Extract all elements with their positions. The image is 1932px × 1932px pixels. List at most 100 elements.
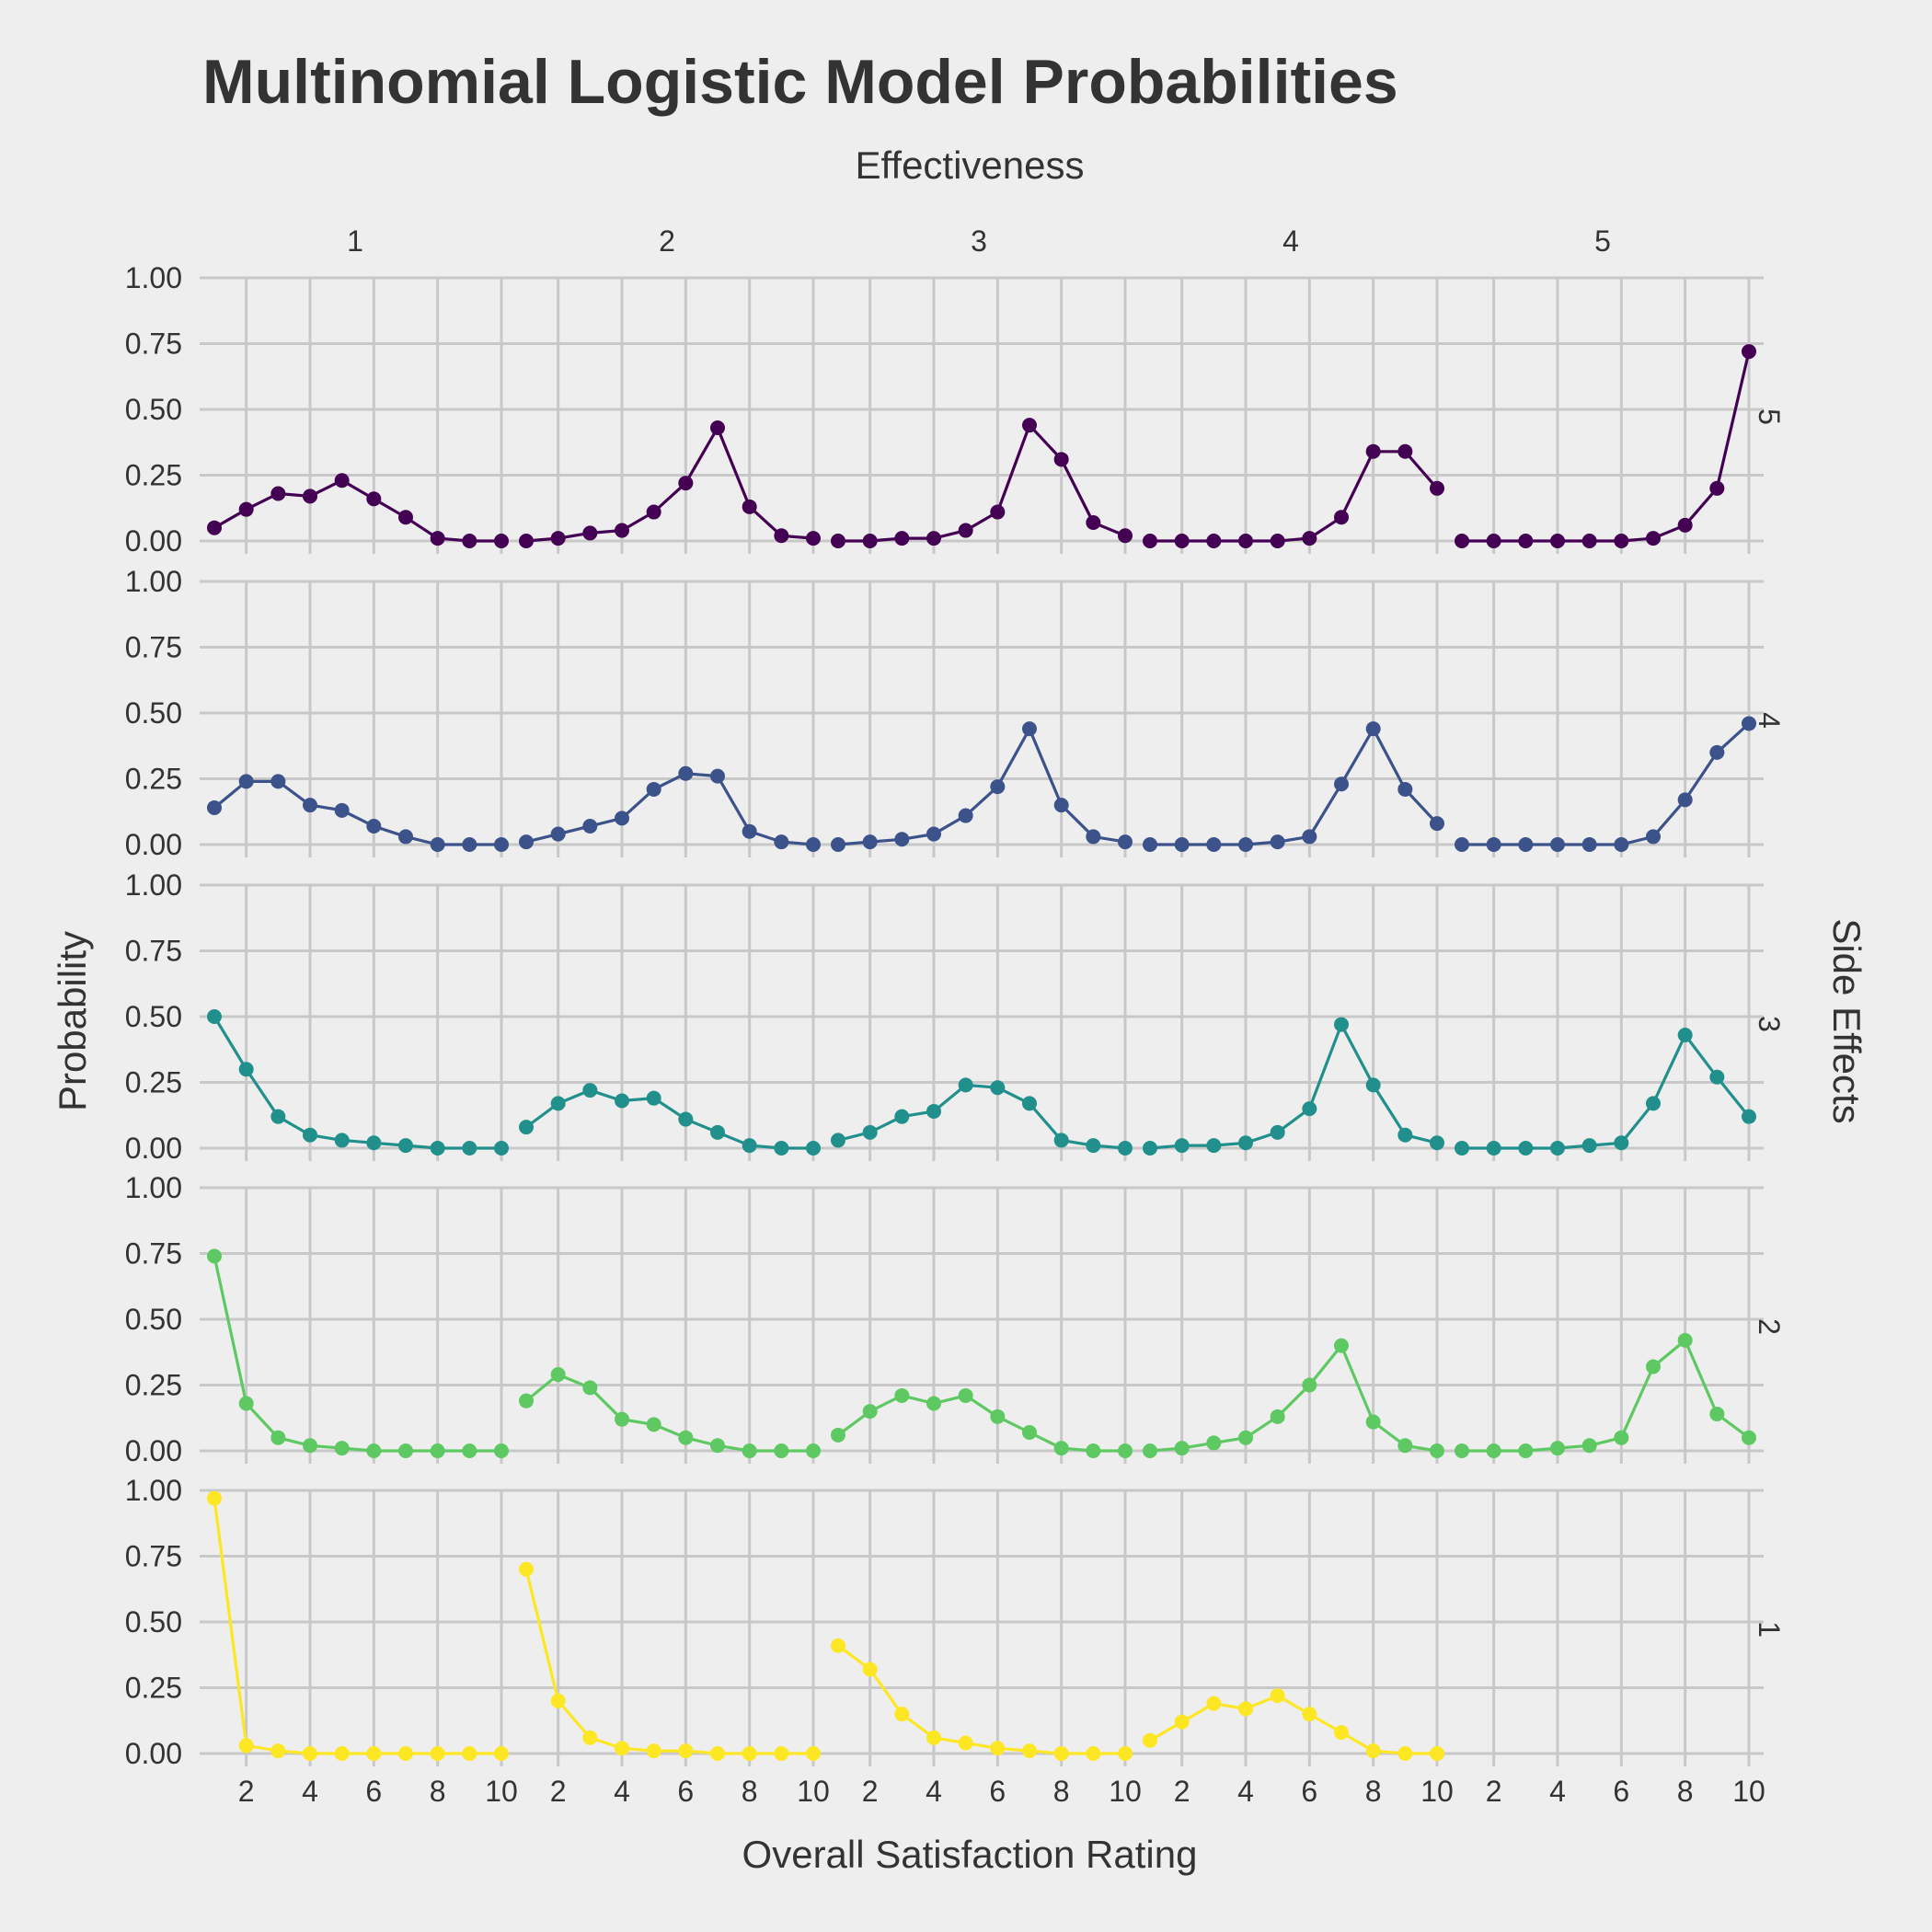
facet-col-label: 4 (1282, 224, 1299, 258)
y-tick-label: 0.25 (125, 459, 182, 492)
data-point (990, 1080, 1006, 1096)
data-point (334, 1746, 350, 1761)
data-point (1022, 1424, 1037, 1440)
y-tick-label: 0.50 (125, 393, 182, 426)
data-point (615, 1741, 629, 1756)
data-point (646, 1090, 661, 1106)
data-point (894, 832, 910, 847)
y-tick-label: 0.50 (125, 696, 182, 730)
y-tick-label: 0.25 (125, 1066, 182, 1099)
data-point (238, 1396, 254, 1411)
data-point (1646, 829, 1661, 845)
data-point (398, 510, 413, 525)
data-point (366, 1746, 382, 1761)
y-axis-title: Probability (51, 931, 94, 1111)
data-point (1365, 1077, 1381, 1093)
data-point (1270, 1688, 1285, 1704)
y-tick-label: 0.25 (125, 1672, 182, 1705)
x-tick-label: 2 (238, 1775, 255, 1808)
data-point (366, 818, 382, 834)
data-point (926, 826, 941, 842)
data-point (1302, 829, 1317, 845)
y-tick-label: 0.50 (125, 1303, 182, 1336)
x-tick-label: 10 (485, 1775, 518, 1808)
data-point (430, 1141, 445, 1156)
data-point (1022, 1096, 1037, 1111)
data-point (1053, 452, 1069, 467)
y-tick-label: 0.50 (125, 1000, 182, 1033)
data-point (862, 534, 878, 548)
data-point (615, 1093, 629, 1109)
series-line-se1-eff2 (524, 1569, 813, 1755)
data-point (462, 1746, 477, 1761)
y-tick-label: 1.00 (125, 1474, 182, 1507)
data-point (1302, 1707, 1317, 1722)
x-tick-label: 10 (1732, 1775, 1765, 1808)
facet-col-label: 3 (971, 224, 987, 258)
data-point (582, 818, 598, 834)
panel-grid (1135, 276, 1452, 554)
data-point (894, 1109, 910, 1124)
y-tick-label: 1.00 (125, 1171, 182, 1204)
x-tick-label: 4 (1549, 1775, 1566, 1808)
data-point (806, 531, 821, 546)
data-point (1365, 1743, 1381, 1759)
data-point (1022, 418, 1037, 433)
series-line-se1-eff4 (1149, 1694, 1437, 1755)
panel-grid (823, 276, 1140, 554)
y-tick-label: 0.75 (125, 1237, 182, 1271)
x-tick-label: 8 (742, 1775, 758, 1808)
series-line-se2-eff5 (1462, 1338, 1750, 1453)
data-point (958, 1077, 973, 1093)
panel-grid (1447, 276, 1764, 554)
data-point (1742, 1109, 1756, 1124)
data-point (582, 1083, 598, 1098)
facet-col-label: 2 (659, 224, 675, 258)
y-tick-label: 0.75 (125, 935, 182, 968)
x-tick-label: 4 (302, 1775, 318, 1808)
data-point (1518, 1141, 1534, 1156)
y-tick-label: 0.00 (125, 1434, 182, 1467)
data-point (1365, 443, 1381, 459)
y-tick-label: 1.00 (125, 261, 182, 294)
data-point (462, 837, 477, 852)
data-point (462, 534, 477, 548)
panel-grid (1447, 1489, 1764, 1766)
data-point (334, 1441, 350, 1456)
x-tick-label: 6 (1301, 1775, 1317, 1808)
series-line-se3-eff4 (1149, 1020, 1438, 1150)
data-point (1302, 1377, 1317, 1393)
data-point (678, 1743, 694, 1759)
data-point (1053, 1746, 1069, 1761)
panel-grid (823, 580, 1140, 857)
series-line-se5-eff2 (525, 424, 814, 543)
data-point (742, 499, 757, 514)
panel-grid (512, 883, 828, 1161)
data-point (678, 1111, 694, 1127)
series-line-se2-eff2 (524, 1373, 813, 1453)
data-point (1430, 1443, 1444, 1458)
data-point (519, 1561, 534, 1577)
data-point (806, 1141, 821, 1156)
data-point (958, 1387, 973, 1403)
data-point (303, 1127, 317, 1143)
data-point (742, 1138, 757, 1154)
panel-grid (823, 883, 1140, 1161)
data-point (831, 1427, 845, 1443)
data-point (303, 798, 317, 813)
data-point (519, 834, 534, 850)
series-line-se4-eff1 (213, 779, 501, 846)
data-point (1455, 837, 1469, 852)
data-point (1143, 837, 1157, 852)
data-point (678, 765, 694, 781)
data-point (1550, 1441, 1565, 1456)
data-point (1334, 1017, 1349, 1032)
facet-row-title: Side Effects (1825, 918, 1869, 1123)
x-tick-label: 2 (1486, 1775, 1502, 1808)
y-tick-label: 0.00 (125, 524, 182, 558)
y-tick-label: 0.25 (125, 1369, 182, 1402)
series-line-se1-eff1 (213, 1498, 501, 1755)
data-point (774, 528, 789, 544)
data-point (1455, 1443, 1469, 1458)
